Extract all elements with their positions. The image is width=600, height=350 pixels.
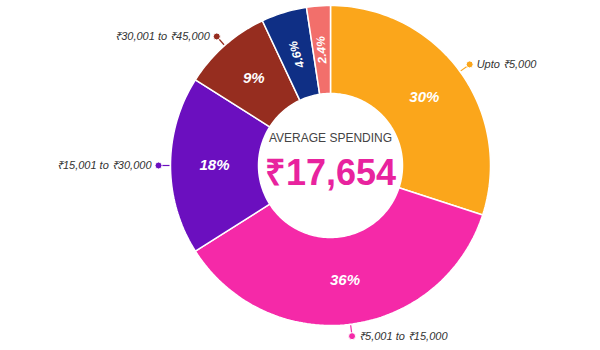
svg-text:AVERAGE SPENDING: AVERAGE SPENDING xyxy=(269,131,392,145)
svg-text:4.6%: 4.6% xyxy=(286,39,308,71)
svg-text:36%: 36% xyxy=(330,271,360,288)
svg-text:Upto ₹5,000: Upto ₹5,000 xyxy=(477,58,538,70)
svg-text:₹5,001 to ₹15,000: ₹5,001 to ₹15,000 xyxy=(359,330,448,342)
svg-text:₹30,001 to ₹45,000: ₹30,001 to ₹45,000 xyxy=(115,30,210,42)
svg-text:₹17,654: ₹17,654 xyxy=(265,152,396,193)
svg-text:18%: 18% xyxy=(199,156,229,173)
svg-text:9%: 9% xyxy=(243,69,265,86)
svg-text:₹15,001 to ₹30,000: ₹15,001 to ₹30,000 xyxy=(57,159,152,171)
svg-text:2.4%: 2.4% xyxy=(314,35,330,65)
svg-text:30%: 30% xyxy=(409,88,439,105)
